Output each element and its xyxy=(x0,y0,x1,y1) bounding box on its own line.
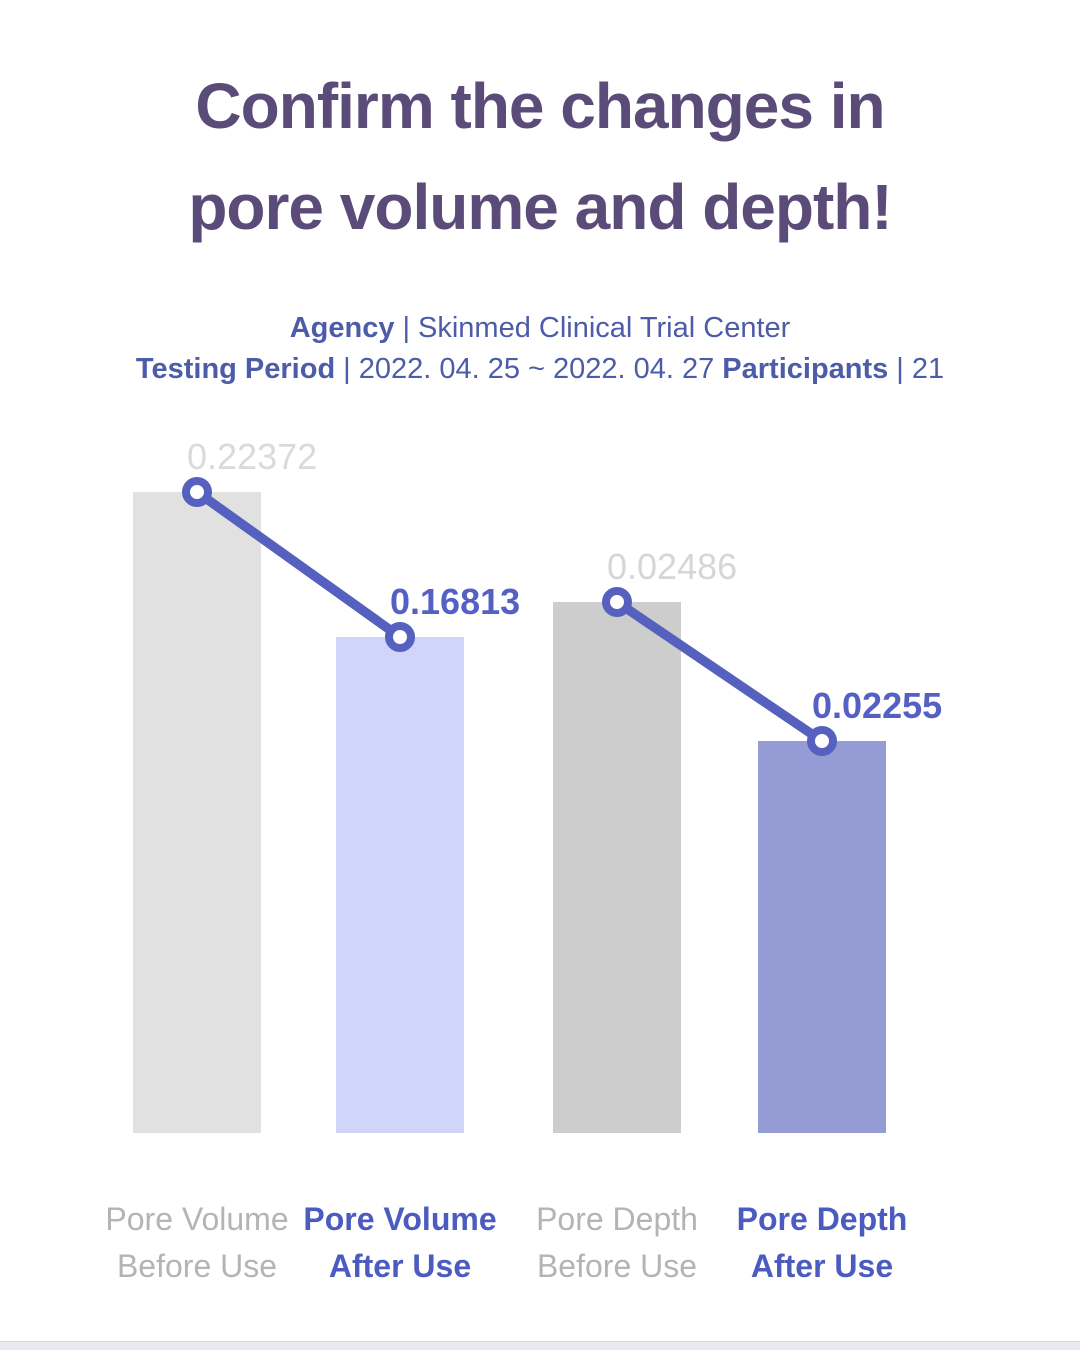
study-info: Agency | Skinmed Clinical Trial Center Tes… xyxy=(0,308,1080,390)
footer-strip xyxy=(0,1341,1080,1350)
participants-separator: | xyxy=(896,353,904,385)
study-info-period-line: Testing Period | 2022. 04. 25 ~ 2022. 04. … xyxy=(0,349,1080,390)
value-label-pore-depth-before-use: 0.02486 xyxy=(607,546,738,587)
agency-value: Skinmed Clinical Trial Center xyxy=(418,312,791,344)
category-label-pore-volume-after-use-line1: Pore Volume xyxy=(303,1201,497,1237)
category-label-pore-depth-after-use-line1: Pore Depth xyxy=(736,1201,908,1237)
page-title-line2: pore volume and depth! xyxy=(188,171,892,243)
value-label-pore-volume-after-use: 0.16813 xyxy=(390,581,521,622)
category-label-pore-depth-after-use-line2: After Use xyxy=(750,1248,894,1284)
value-label-pore-depth-after-use: 0.02255 xyxy=(812,685,943,726)
bar-pore-depth-before-use xyxy=(553,602,681,1133)
study-info-agency-line: Agency | Skinmed Clinical Trial Center xyxy=(0,308,1080,349)
period-separator: | xyxy=(343,353,351,385)
agency-separator: | xyxy=(402,312,410,344)
participants-value: 21 xyxy=(911,353,945,385)
category-label-pore-volume-after-use: Pore Volume After Use xyxy=(270,1196,530,1290)
page-title: Confirm the changes in pore volume and d… xyxy=(0,56,1080,258)
trend-line xyxy=(612,597,827,746)
category-label-pore-volume-before-use: Pore Volume Before Use xyxy=(67,1196,327,1290)
participants-label: Participants xyxy=(722,353,889,385)
data-point-marker-pore-depth-before-use xyxy=(602,587,632,617)
category-label-pore-depth-after-use: Pore Depth After Use xyxy=(692,1196,952,1290)
category-label-pore-depth-before-use-line2: Before Use xyxy=(536,1248,698,1284)
agency-label: Agency xyxy=(289,312,395,344)
page-title-line1: Confirm the changes in xyxy=(195,70,885,142)
testing-period-label: Testing Period xyxy=(135,353,336,385)
testing-period-value: 2022. 04. 25 ~ 2022. 04. 27 xyxy=(358,353,715,385)
category-label-pore-volume-after-use-line2: After Use xyxy=(328,1248,472,1284)
data-point-marker-pore-depth-after-use xyxy=(807,726,837,756)
category-label-pore-depth-before-use: Pore Depth Before Use xyxy=(487,1196,747,1290)
category-label-pore-volume-before-use-line1: Pore Volume xyxy=(105,1201,289,1237)
bar-pore-depth-after-use xyxy=(758,741,886,1133)
trend-line xyxy=(192,487,405,642)
data-point-marker-pore-volume-after-use xyxy=(385,622,415,652)
category-label-pore-volume-before-use-line2: Before Use xyxy=(116,1248,278,1284)
value-label-pore-volume-before-use: 0.22372 xyxy=(187,436,318,477)
bar-pore-volume-after-use xyxy=(336,637,464,1133)
category-label-pore-depth-before-use-line1: Pore Depth xyxy=(536,1201,698,1237)
bar-pore-volume-before-use xyxy=(133,492,261,1133)
data-point-marker-pore-volume-before-use xyxy=(182,477,212,507)
